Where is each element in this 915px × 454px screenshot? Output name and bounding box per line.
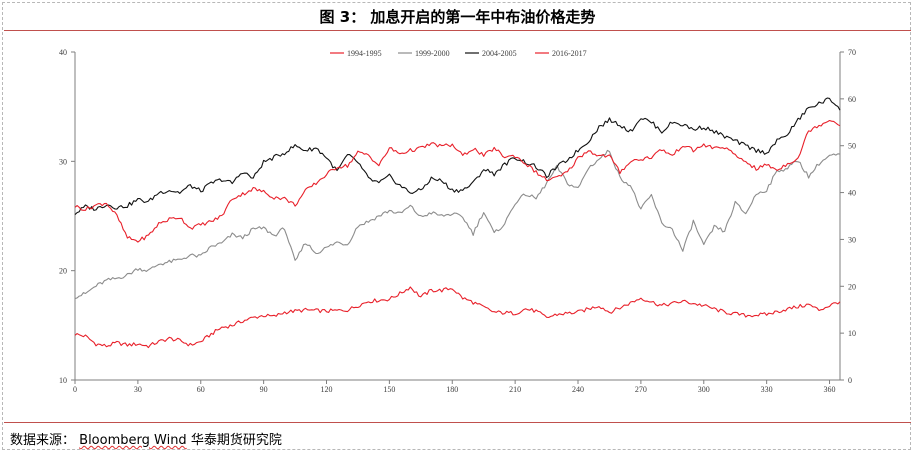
x-tick-label: 300 — [698, 385, 710, 394]
source-suffix: 华泰期货研究院 — [190, 433, 282, 448]
x-tick-label: 150 — [383, 385, 395, 394]
x-tick-label: 30 — [134, 385, 142, 394]
chart-legend: 1994-1995 1999-2000 2004-2005 2016-2017 — [330, 49, 587, 58]
x-tick-label: 180 — [446, 385, 458, 394]
right-tick-label: 60 — [848, 95, 856, 104]
figure-title: 图 3： 加息开启的第一年中布油价格走势 — [319, 8, 596, 26]
right-tick-label: 20 — [848, 282, 856, 291]
left-tick-label: 40 — [59, 48, 67, 57]
source-prefix: 数据来源： — [10, 433, 76, 448]
right-tick-label: 40 — [848, 189, 856, 198]
x-tick-label: 240 — [572, 385, 584, 394]
x-tick-label: 210 — [509, 385, 521, 394]
x-tick-label: 360 — [824, 385, 836, 394]
chart-axes: 10 20 30 40 0 10 20 30 40 50 60 70 0 30 60 90 120 150 180 2… — [59, 48, 856, 394]
source-brand: Bloomberg Wind — [79, 433, 187, 448]
right-tick-label: 50 — [848, 142, 856, 151]
x-tick-label: 120 — [321, 385, 333, 394]
right-tick-label: 30 — [848, 235, 856, 244]
legend-label-2016-2017: 2016-2017 — [552, 49, 587, 58]
left-tick-label: 10 — [59, 376, 67, 385]
x-tick-label: 330 — [761, 385, 773, 394]
series-line-2004-2005 — [74, 97, 841, 215]
series-line-2016-2017 — [74, 119, 841, 243]
right-tick-label: 0 — [848, 376, 852, 385]
legend-label-1999-2000: 1999-2000 — [415, 49, 450, 58]
left-tick-label: 20 — [59, 267, 67, 276]
legend-label-2004-2005: 2004-2005 — [482, 49, 517, 58]
x-tick-label: 0 — [73, 385, 77, 394]
source-note: 数据来源： Bloomberg Wind 华泰期货研究院 — [10, 429, 282, 448]
series-line-1999-2000 — [74, 149, 841, 300]
legend-label-1994-1995: 1994-1995 — [347, 49, 382, 58]
right-tick-label: 70 — [848, 48, 856, 57]
title-rule — [4, 30, 911, 31]
series-line-1994-1995 — [74, 286, 841, 349]
left-tick-label: 30 — [59, 157, 67, 166]
right-tick-label: 10 — [848, 329, 856, 338]
chart-plot-area — [74, 97, 841, 349]
x-tick-label: 90 — [260, 385, 268, 394]
x-tick-label: 60 — [197, 385, 205, 394]
source-rule — [4, 422, 911, 423]
x-tick-label: 270 — [635, 385, 647, 394]
